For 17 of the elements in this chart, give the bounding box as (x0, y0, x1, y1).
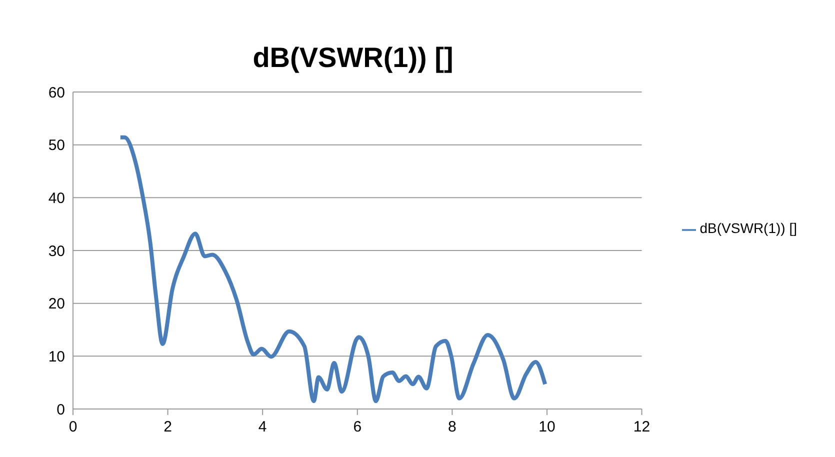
x-tick-label: 2 (164, 418, 172, 436)
x-tick-label: 10 (538, 418, 556, 436)
x-tick-label: 12 (633, 418, 650, 436)
line-series (118, 135, 548, 404)
y-tick-label: 20 (48, 296, 65, 313)
x-tick-label: 6 (353, 418, 362, 436)
y-tick-label: 0 (56, 401, 65, 418)
chart-title: dB(VSWR(1)) [] (252, 42, 454, 74)
y-tick-label: 60 (48, 84, 65, 102)
x-tick-label: 0 (68, 418, 78, 436)
x-tick-label: 8 (448, 418, 456, 436)
x-tick-label: 4 (258, 418, 267, 436)
legend-label: dB(VSWR(1)) [] (700, 220, 797, 236)
y-tick-label: 50 (48, 137, 65, 154)
y-tick-label: 30 (48, 242, 65, 260)
y-tick-label: 10 (48, 348, 65, 366)
y-tick-label: 40 (48, 190, 65, 207)
